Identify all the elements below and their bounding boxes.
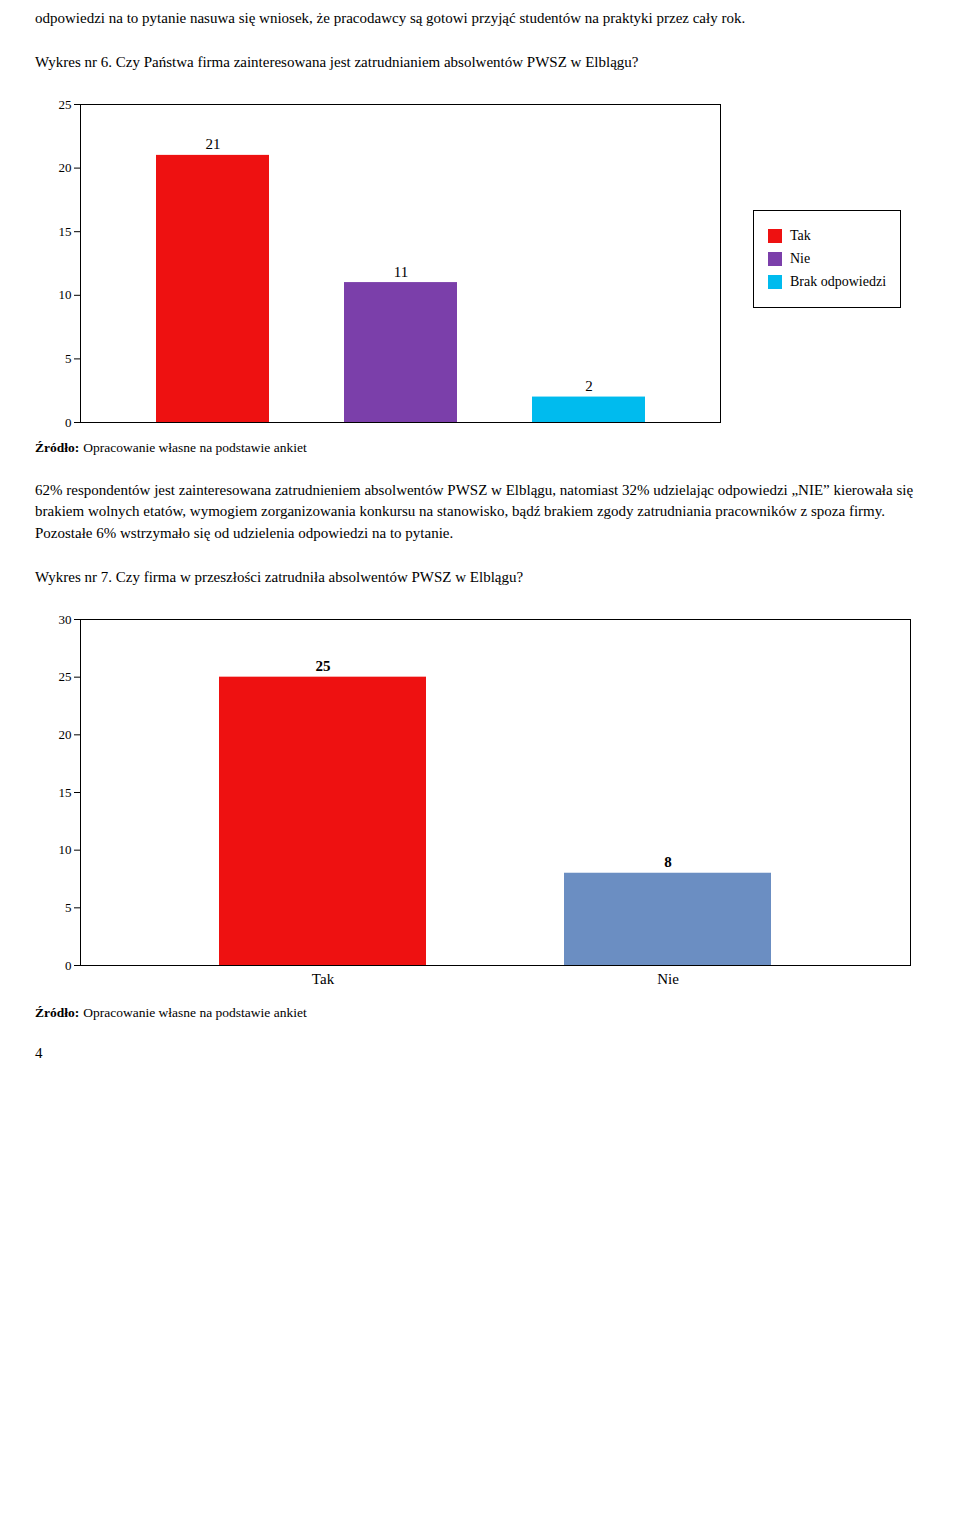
svg-text:10: 10: [59, 287, 72, 302]
html-text:Nie: Nie: [790, 250, 811, 266]
svg-text:15: 15: [59, 223, 72, 238]
svg-text:25: 25: [316, 658, 331, 674]
html-text:Wykres nr 7. Czy firma w przes: Wykres nr 7. Czy firma w przeszłości zat…: [35, 568, 524, 585]
svg-text:Tak: Tak: [312, 971, 335, 987]
svg-text:20: 20: [59, 160, 72, 175]
svg-text:10: 10: [59, 842, 72, 857]
svg-text:15: 15: [59, 784, 72, 799]
svg-text:11: 11: [394, 263, 408, 279]
svg-text:0: 0: [65, 957, 72, 972]
svg-text:25: 25: [59, 669, 72, 684]
svg-text:20: 20: [59, 726, 72, 741]
svg-text:30: 30: [59, 611, 72, 626]
svg-text:Nie: Nie: [657, 971, 679, 987]
svg-text:2: 2: [585, 378, 593, 394]
html-text:Źródło: Opracowanie własne na: Źródło: Opracowanie własne na podstawie …: [35, 1004, 307, 1020]
html-text:62% respondentów jest zaintere: 62% respondentów jest zainteresowana zat…: [35, 481, 914, 541]
svg-text:25: 25: [59, 96, 72, 111]
svg-text:5: 5: [65, 899, 72, 914]
svg-text:8: 8: [664, 854, 672, 870]
html-text:Brak odpowiedzi: Brak odpowiedzi: [790, 273, 886, 289]
svg-text:0: 0: [65, 414, 72, 429]
html-text:odpowiedzi na to pytanie nasuw: odpowiedzi na to pytanie nasuwa się wnio…: [35, 10, 746, 26]
svg-text:21: 21: [206, 136, 221, 152]
html-text:4: 4: [35, 1044, 43, 1061]
html-text:Wykres nr 6. Czy Państwa firma: Wykres nr 6. Czy Państwa firma zainteres…: [35, 53, 639, 70]
svg-text:5: 5: [65, 351, 72, 366]
html-text:Tak: Tak: [790, 227, 811, 243]
html-text:Źródło: Opracowanie własne na: Źródło: Opracowanie własne na podstawie …: [35, 439, 307, 455]
